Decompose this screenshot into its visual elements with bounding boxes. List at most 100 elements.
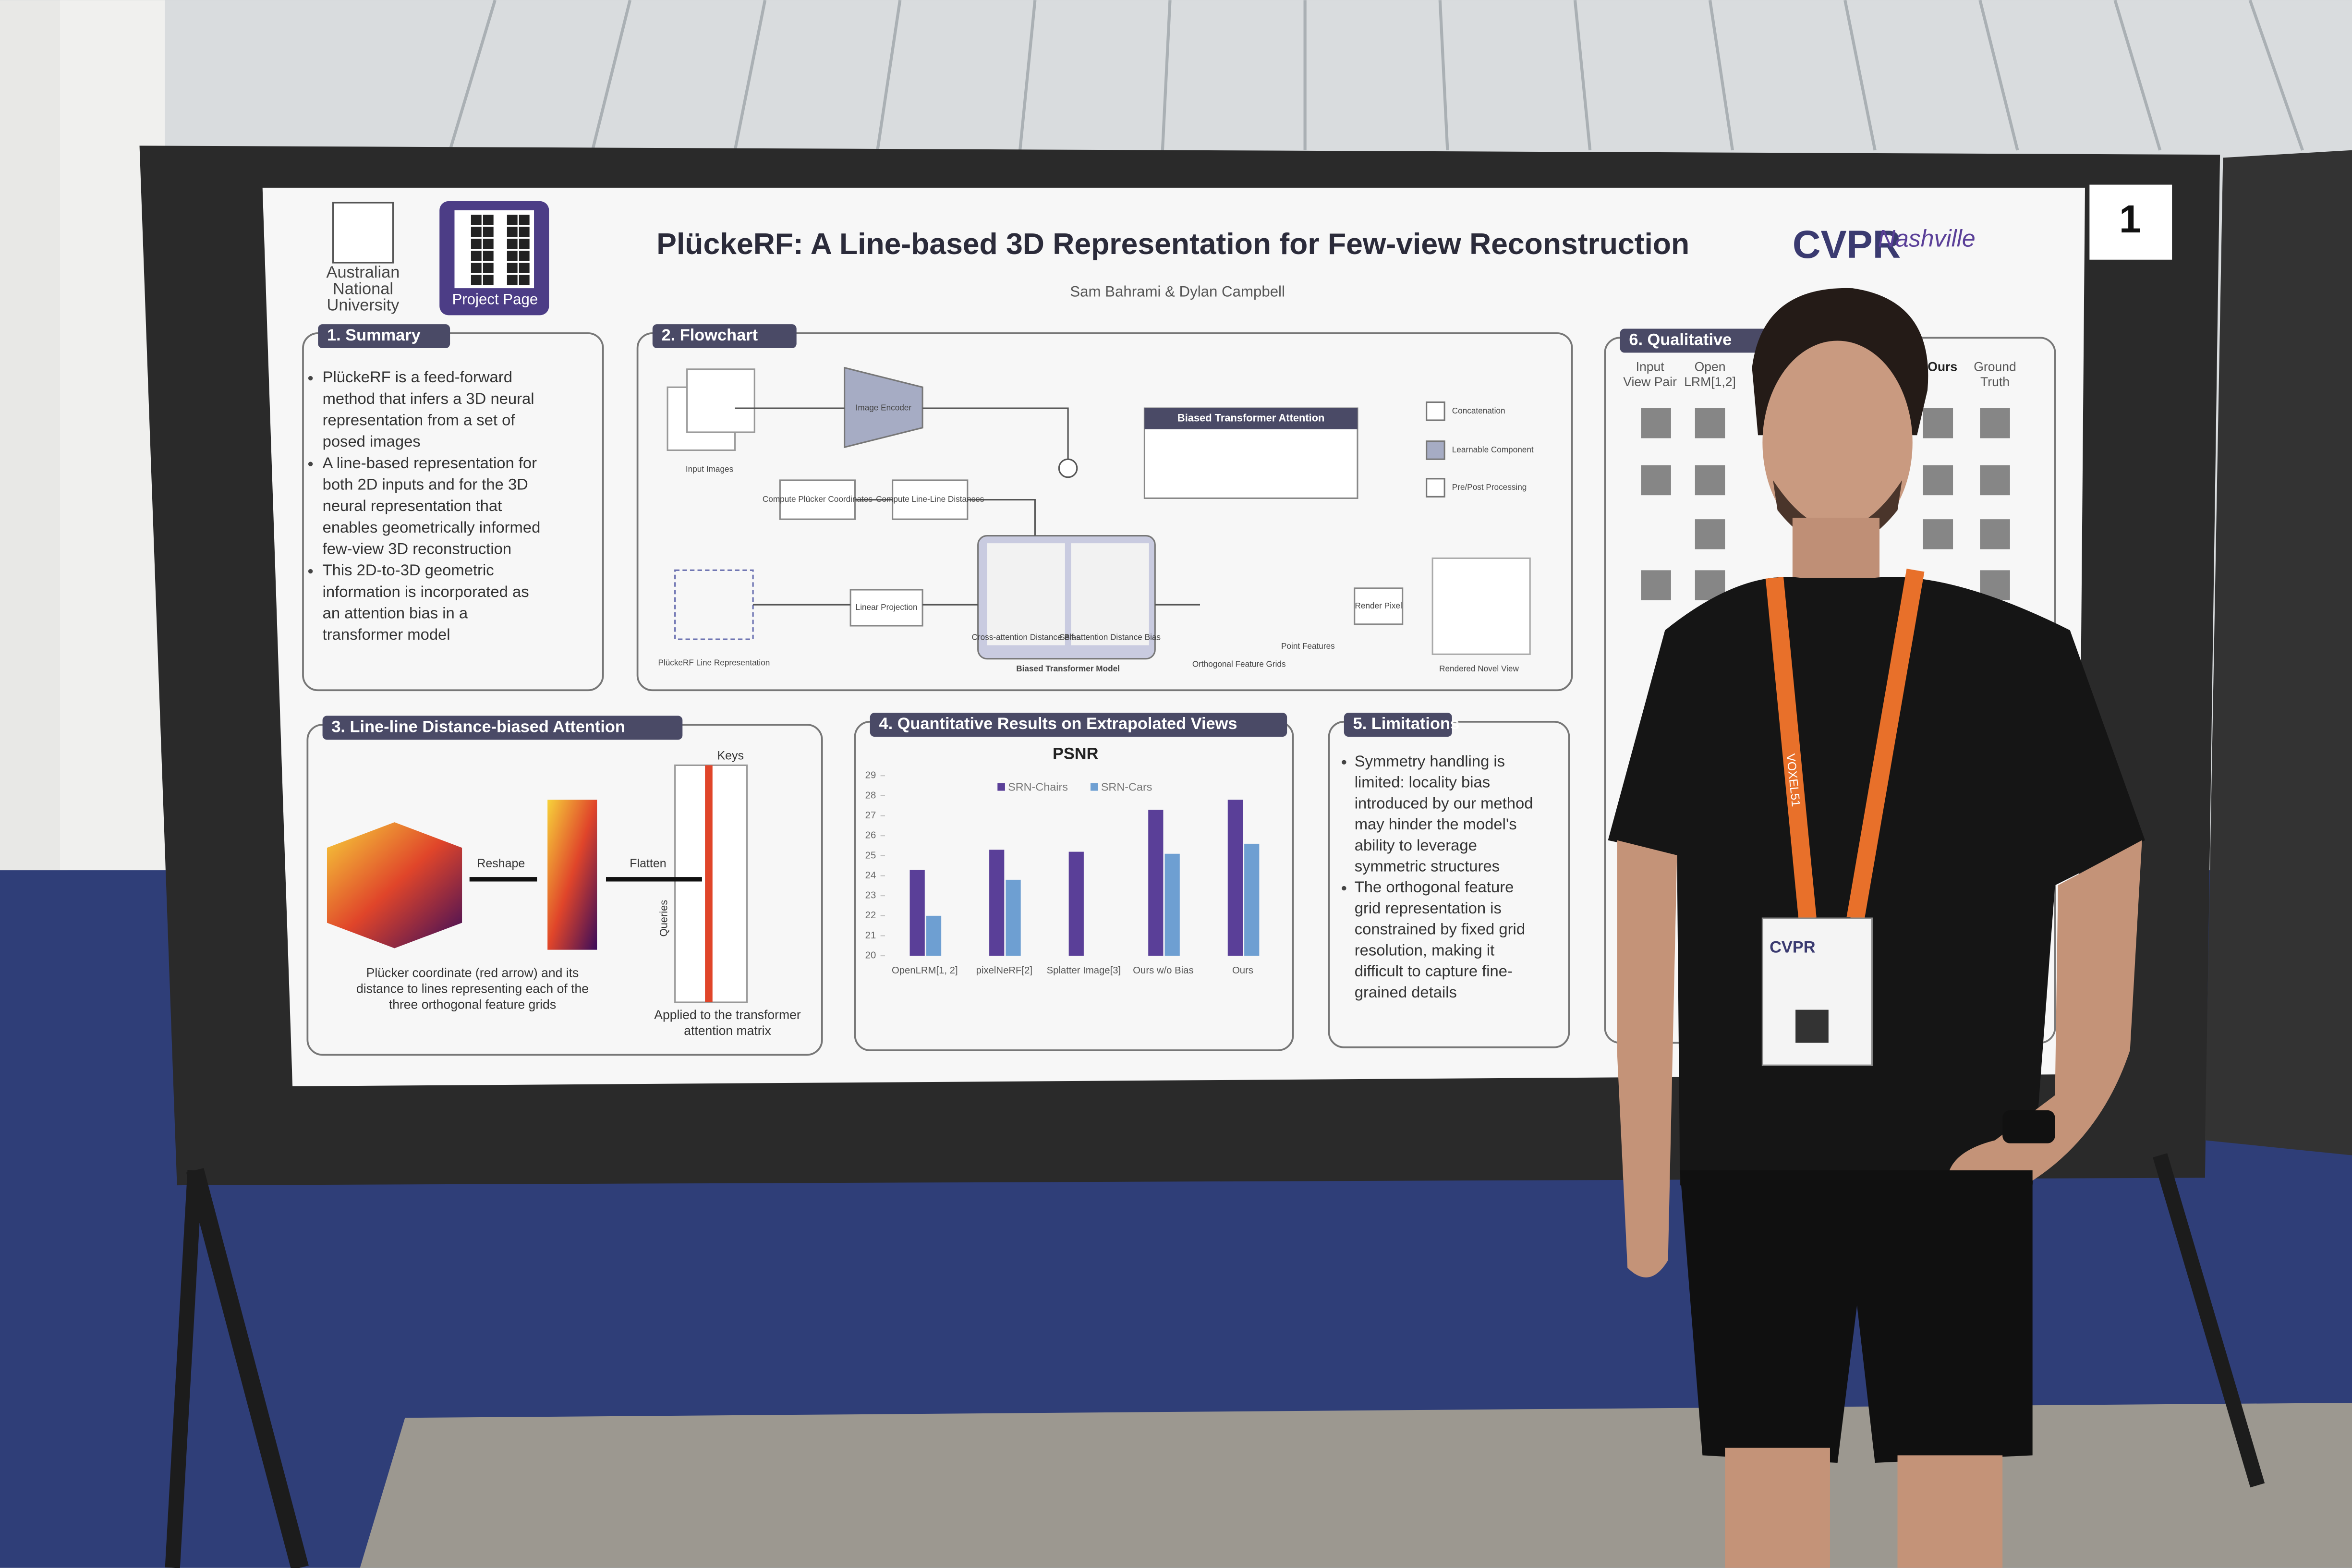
bullet bbox=[1342, 886, 1346, 891]
summary-text: posed images bbox=[323, 432, 421, 450]
university-crest bbox=[332, 202, 394, 264]
caption: attention matrix bbox=[684, 1023, 771, 1038]
ceiling-truss bbox=[1573, 0, 1592, 151]
qr-cell bbox=[507, 251, 518, 261]
chair-thumb bbox=[1695, 519, 1725, 549]
ceiling-truss bbox=[876, 0, 902, 151]
tshirt bbox=[1608, 577, 2145, 1201]
ceiling-truss bbox=[1978, 0, 2019, 151]
flowchart-label: Image Encoder bbox=[856, 403, 912, 413]
ceiling-truss bbox=[591, 0, 631, 151]
badge-qr bbox=[1795, 1009, 1829, 1043]
concat-symbol bbox=[1058, 458, 1078, 478]
qr-cell bbox=[471, 251, 482, 261]
bullet bbox=[308, 462, 313, 466]
university-name: National bbox=[333, 280, 393, 298]
flowchart-label: Compute Plücker Coordinates bbox=[763, 494, 873, 504]
chair-thumb bbox=[1695, 465, 1725, 496]
university-name: University bbox=[327, 296, 400, 315]
ceiling-truss bbox=[2113, 0, 2162, 151]
column-header: Ours bbox=[1928, 360, 1957, 374]
qr-cell bbox=[519, 251, 530, 261]
section-heading: 4. Quantitative Results on Extrapolated … bbox=[879, 715, 1237, 733]
face bbox=[1762, 340, 1913, 545]
flowchart-label: Concatenation bbox=[1452, 406, 1505, 415]
input-image bbox=[686, 368, 755, 433]
qr-label: Project Page bbox=[452, 291, 538, 307]
section-box bbox=[302, 332, 604, 692]
legend-label: SRN-Cars bbox=[1101, 780, 1152, 793]
section-heading: 1. Summary bbox=[327, 326, 421, 344]
bar bbox=[909, 870, 925, 956]
flowchart-label: Input Images bbox=[686, 464, 733, 474]
limitations-text: difficult to capture fine- bbox=[1355, 962, 1513, 980]
ceiling-truss bbox=[1708, 0, 1734, 151]
badge-logo: CVPR bbox=[1770, 938, 1816, 957]
section-heading: 5. Limitations bbox=[1353, 715, 1459, 733]
flow-box bbox=[892, 479, 969, 520]
limitations-text: Symmetry handling is bbox=[1355, 752, 1505, 770]
bar bbox=[1244, 843, 1260, 956]
legend-swatch bbox=[1426, 401, 1445, 421]
chair-thumb bbox=[1980, 519, 2010, 549]
heat-strip bbox=[547, 800, 597, 950]
venue-logo: Nashville bbox=[1878, 225, 1976, 252]
limitations-text: grained details bbox=[1355, 983, 1457, 1001]
column-header: Truth bbox=[1980, 375, 2010, 389]
bar bbox=[1164, 853, 1180, 956]
label: Flatten bbox=[630, 857, 666, 870]
flowchart-label: Biased Transformer Model bbox=[1016, 664, 1120, 673]
x-tick-label: OpenLRM[1, 2] bbox=[892, 965, 958, 976]
qr-cell bbox=[483, 263, 494, 273]
watch bbox=[2002, 1110, 2055, 1143]
limitations-text: limited: locality bias bbox=[1355, 773, 1490, 791]
poster-title: PlückeRF: A Line-based 3D Representation… bbox=[656, 227, 1689, 261]
y-tick-label: 29 bbox=[865, 770, 876, 781]
qr-cell bbox=[471, 215, 482, 225]
leg bbox=[1897, 1455, 2003, 1568]
label: Reshape bbox=[477, 857, 525, 870]
ceiling-truss bbox=[1161, 0, 1172, 150]
section-heading-tab bbox=[652, 324, 797, 349]
board-right bbox=[2205, 150, 2352, 1155]
qr-cell bbox=[483, 227, 494, 237]
ceiling-truss bbox=[2248, 0, 2304, 151]
flow-box bbox=[849, 589, 923, 627]
section-heading-tab bbox=[322, 716, 683, 740]
y-tick-label: 22 bbox=[865, 910, 876, 921]
summary-text: neural representation that bbox=[323, 497, 502, 514]
section-heading: 2. Flowchart bbox=[662, 326, 758, 344]
caption: Plücker coordinate (red arrow) and its bbox=[366, 966, 579, 980]
flowchart-label: Biased Transformer Attention bbox=[1177, 412, 1325, 424]
chair-thumb bbox=[1641, 465, 1671, 496]
chair-thumb bbox=[1923, 519, 1953, 549]
legend-swatch bbox=[1426, 440, 1445, 460]
qr-cell bbox=[471, 263, 482, 273]
chair-thumb bbox=[1641, 408, 1671, 438]
ceiling-truss bbox=[1438, 0, 1449, 150]
limitations-text: introduced by our method bbox=[1355, 794, 1533, 812]
flowchart-label: Rendered Novel View bbox=[1439, 664, 1519, 673]
y-tick-label: 20 bbox=[865, 950, 876, 961]
novel-view bbox=[1431, 557, 1531, 655]
legend-swatch bbox=[1426, 478, 1445, 498]
qr-cell bbox=[471, 274, 482, 285]
summary-text: enables geometrically informed bbox=[323, 518, 541, 536]
qr-cell bbox=[507, 263, 518, 273]
bar bbox=[1006, 879, 1021, 956]
board-leg bbox=[186, 1168, 309, 1568]
qr-cell bbox=[483, 215, 494, 225]
limitations-text: constrained by fixed grid bbox=[1355, 920, 1525, 938]
poster-authors: Sam Bahrami & Dylan Campbell bbox=[1070, 283, 1285, 300]
y-tick-label: 21 bbox=[865, 930, 876, 941]
column-header: View Pair bbox=[1623, 375, 1677, 389]
limitations-text: may hinder the model's bbox=[1355, 815, 1517, 833]
limitations-text: resolution, making it bbox=[1355, 941, 1495, 959]
bar bbox=[926, 915, 942, 956]
board-leg bbox=[2153, 1153, 2265, 1488]
summary-text: few-view 3D reconstruction bbox=[323, 540, 512, 558]
label: Queries bbox=[658, 900, 670, 937]
caption: Applied to the transformer bbox=[654, 1008, 801, 1022]
